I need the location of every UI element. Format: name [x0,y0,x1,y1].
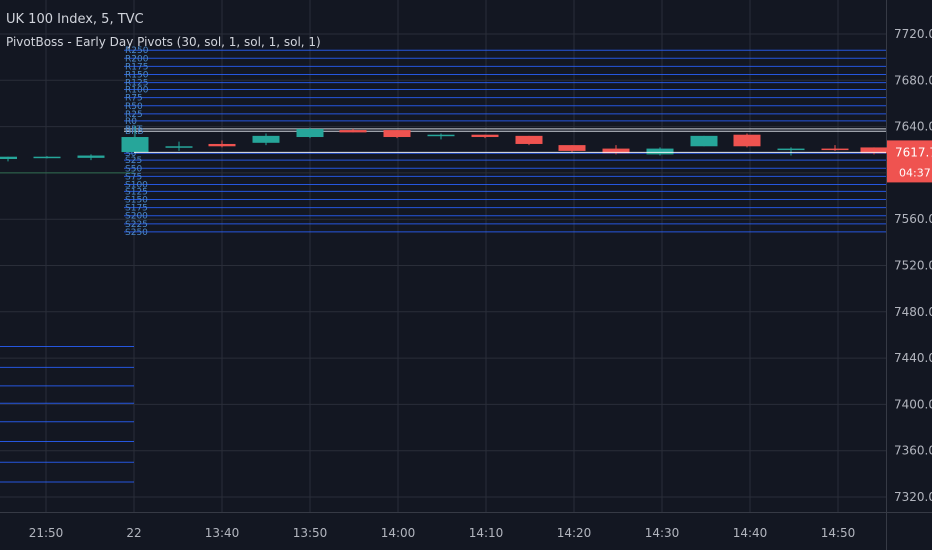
candle-body [427,134,455,137]
y-tick-label: 7720.0 [894,27,932,41]
pivot-label: S100 [125,180,148,190]
prior-session-pivot-lines [0,172,134,483]
x-tick-label: 14:50 [821,526,856,540]
price-badge-bg [887,140,932,183]
pivot-label: BRB [125,127,144,137]
pivot-label: S25 [125,156,142,166]
candle-body [558,145,586,151]
pivot-label: S50 [125,164,142,174]
candle-body [690,135,718,147]
price-badge-value: 7617.7 [895,145,932,159]
pivot-label: S0 [125,149,137,159]
price-axis[interactable]: 7720.07680.07640.07600.07560.07520.07480… [894,27,932,504]
x-tick-label: 13:40 [205,526,240,540]
candle-body [33,156,61,159]
price-badge-countdown: 04:37 [899,166,931,179]
pivot-label: R250 [125,46,149,56]
x-tick-label: 13:50 [293,526,328,540]
candle-body [165,146,193,148]
candle-body [646,148,674,155]
candle-body [0,156,17,160]
x-tick-label: 14:10 [469,526,504,540]
candle-body [733,134,761,147]
time-axis[interactable]: 21:50 22 13:40 13:50 14:00 14:10 14:20 14:30 14:… [29,526,856,540]
y-tick-label: 7400.0 [894,397,932,411]
pivot-label: S75 [125,172,142,182]
x-tick-label: 14:20 [557,526,592,540]
pivot-label: S250 [125,228,148,238]
pivot-label: R200 [125,54,149,64]
candle-body [515,135,543,144]
pivot-label: R125 [125,79,148,89]
price-badge: 7617.7 04:37 [887,140,932,183]
candle-body [208,143,236,147]
pivot-label: R0 [125,117,137,127]
indicator-title[interactable]: PivotBoss - Early Day Pivots (30, sol, 1… [6,35,321,49]
y-tick-label: 7560.0 [894,212,932,226]
symbol-title[interactable]: UK 100 Index, 5, TVC [6,12,144,27]
pivot-label: S150 [125,196,148,206]
pivot-label: R75 [125,94,143,104]
candle-body [777,148,805,151]
candlestick-series [0,125,888,162]
pivot-label: S200 [125,212,148,222]
pivot-levels: R250R200R175R150R125R100R75R50R25R0BRTBR… [124,46,886,238]
y-tick-label: 7640.0 [894,120,932,134]
x-tick-label: 21:50 [29,526,64,540]
pivot-label: R100 [125,86,149,96]
candle-body [121,137,149,153]
candle-body [252,135,280,143]
candle-body [821,148,849,151]
candle-body [339,130,367,133]
y-tick-label: 7520.0 [894,259,932,273]
pivot-label: R25 [125,110,143,120]
pivot-label: R50 [125,102,143,112]
x-tick-label: 14:30 [645,526,680,540]
pivot-label: S175 [125,204,148,214]
pivot-label: S125 [125,187,148,197]
y-tick-label: 7360.0 [894,444,932,458]
candle-body [383,130,411,138]
x-tick-label: 14:40 [733,526,768,540]
candle-body [602,148,630,154]
y-tick-label: 7440.0 [894,351,932,365]
candle-body [296,128,324,138]
y-tick-label: 7480.0 [894,305,932,319]
pivot-label: R175 [125,62,148,72]
x-tick-label: 22 [126,526,141,540]
candle-body [860,147,888,154]
x-tick-label: 14:00 [381,526,416,540]
candle-body [471,134,499,138]
pivot-label: S225 [125,220,148,230]
candle-body [77,155,105,158]
pivot-label: R150 [125,71,149,81]
pivot-label: BRT [125,125,143,135]
y-tick-label: 7320.0 [894,490,932,504]
y-tick-label: 7680.0 [894,73,932,87]
